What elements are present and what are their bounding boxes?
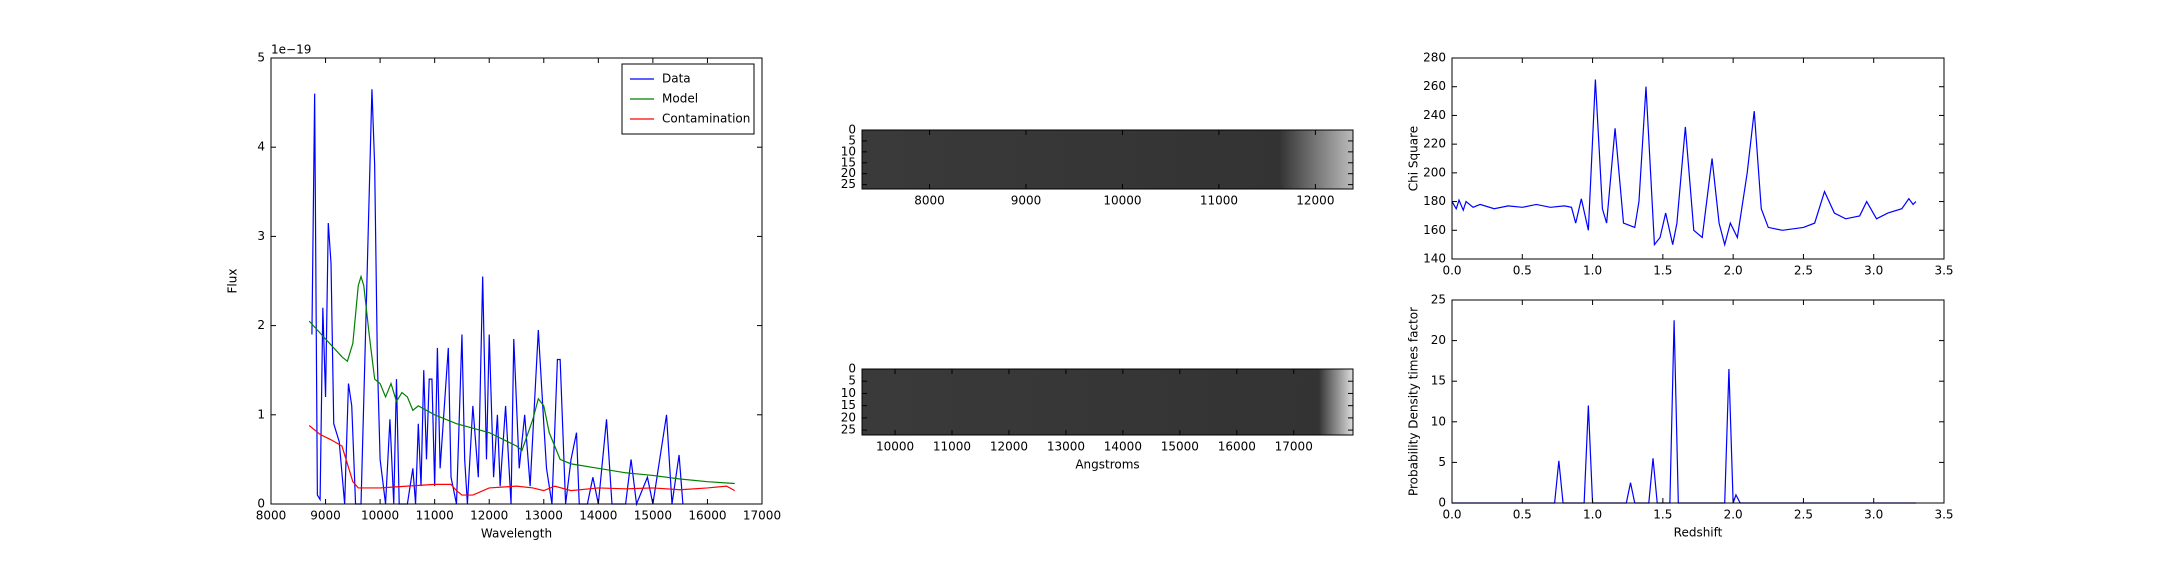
- x-tick-label: 11000: [933, 440, 971, 454]
- y-tick-label: 10: [841, 144, 856, 158]
- y-tick-label: 25: [841, 423, 856, 437]
- x-tick-label: 13000: [1047, 440, 1085, 454]
- x-tick-label: 1.0: [1583, 264, 1602, 278]
- x-tick-label: 16000: [1218, 440, 1256, 454]
- x-tick-label: 2.5: [1794, 508, 1813, 522]
- y-tick-label: 3: [257, 229, 265, 243]
- x-tick-label: 3.5: [1934, 508, 1953, 522]
- axes-frame: [1451, 57, 1945, 260]
- y-tick-label: 200: [1423, 165, 1446, 179]
- x-tick-label: 13000: [525, 509, 563, 523]
- y-tick-label: 25: [841, 177, 856, 191]
- y-tick-label: 20: [841, 166, 856, 180]
- series-line: [1452, 320, 1916, 504]
- x-tick-label: 0.0: [1442, 264, 1461, 278]
- x-axis-label: Wavelength: [481, 527, 552, 541]
- y-tick-label: 20: [841, 410, 856, 424]
- y-tick-label: 4: [257, 140, 265, 154]
- series-line: [308, 274, 735, 485]
- x-tick-label: 14000: [579, 509, 617, 523]
- series-line: [1451, 79, 1917, 248]
- y-tick-label: 160: [1423, 223, 1446, 237]
- x-tick-label: 2.0: [1724, 264, 1743, 278]
- axes-frame: [861, 368, 1354, 436]
- x-tick-label: 3.0: [1864, 264, 1883, 278]
- spectrum-image: [862, 369, 1353, 435]
- x-axis-label: Redshift: [1674, 526, 1723, 540]
- x-tick-label: 10000: [361, 509, 399, 523]
- y-tick-label: 0: [1438, 496, 1446, 510]
- x-tick-label: 16000: [688, 509, 726, 523]
- x-tick-label: 3.5: [1934, 264, 1953, 278]
- legend-label: Contamination: [662, 112, 750, 126]
- x-tick-label: 8000: [256, 509, 287, 523]
- axes-frame: [1451, 299, 1945, 504]
- x-tick-label: 10000: [1103, 194, 1141, 208]
- series-line: [311, 89, 684, 507]
- y-tick-label: 15: [1431, 374, 1446, 388]
- y-tick-label: 220: [1423, 137, 1446, 151]
- axes-frame: [861, 129, 1354, 190]
- offset-label: 1e−19: [271, 43, 311, 57]
- x-tick-label: 1.5: [1653, 264, 1672, 278]
- y-tick-label: 5: [1438, 455, 1446, 469]
- x-tick-label: 0.0: [1442, 508, 1461, 522]
- legend-label: Model: [662, 92, 698, 106]
- y-tick-label: 20: [1431, 333, 1446, 347]
- x-tick-label: 8000: [914, 194, 945, 208]
- x-tick-label: 0.5: [1513, 264, 1532, 278]
- x-tick-label: 11000: [1200, 194, 1238, 208]
- y-tick-label: 140: [1423, 252, 1446, 266]
- y-tick-label: 25: [1431, 293, 1446, 307]
- x-tick-label: 3.0: [1864, 508, 1883, 522]
- x-tick-label: 2.0: [1724, 508, 1743, 522]
- x-tick-label: 0.5: [1513, 508, 1532, 522]
- x-tick-label: 10000: [876, 440, 914, 454]
- x-tick-label: 15000: [634, 509, 672, 523]
- legend-label: Data: [662, 72, 691, 86]
- x-tick-label: 12000: [470, 509, 508, 523]
- y-tick-label: 0: [848, 362, 856, 376]
- y-tick-label: 10: [1431, 414, 1446, 428]
- x-tick-label: 1.0: [1583, 508, 1602, 522]
- y-axis-label: Flux: [226, 269, 240, 294]
- y-tick-label: 240: [1423, 108, 1446, 122]
- x-tick-label: 17000: [743, 509, 781, 523]
- x-tick-label: 11000: [416, 509, 454, 523]
- x-tick-label: 12000: [1296, 194, 1334, 208]
- x-tick-label: 15000: [1161, 440, 1199, 454]
- y-axis-label: Chi Square: [1407, 126, 1421, 191]
- y-tick-label: 5: [848, 133, 856, 147]
- y-tick-label: 15: [841, 155, 856, 169]
- x-tick-label: 1.5: [1653, 508, 1672, 522]
- y-tick-label: 10: [841, 386, 856, 400]
- y-tick-label: 180: [1423, 194, 1446, 208]
- y-tick-label: 15: [841, 398, 856, 412]
- y-tick-label: 5: [848, 374, 856, 388]
- x-tick-label: 9000: [310, 509, 341, 523]
- y-axis-label: Probability Density times factor: [1407, 307, 1421, 496]
- spectrum-image: [862, 130, 1353, 189]
- y-tick-label: 1: [257, 407, 265, 421]
- x-tick-label: 17000: [1275, 440, 1313, 454]
- x-tick-label: 2.5: [1794, 264, 1813, 278]
- y-tick-label: 0: [257, 497, 265, 511]
- y-tick-label: 260: [1423, 79, 1446, 93]
- x-tick-label: 14000: [1104, 440, 1142, 454]
- y-tick-label: 0: [848, 123, 856, 137]
- x-tick-label: 12000: [990, 440, 1028, 454]
- series-line: [308, 425, 736, 496]
- y-tick-label: 2: [257, 318, 265, 332]
- x-tick-label: 9000: [1011, 194, 1042, 208]
- y-tick-label: 5: [257, 51, 265, 65]
- axes-frame: [270, 57, 763, 505]
- y-tick-label: 280: [1423, 51, 1446, 65]
- x-axis-label: Angstroms: [1075, 458, 1139, 472]
